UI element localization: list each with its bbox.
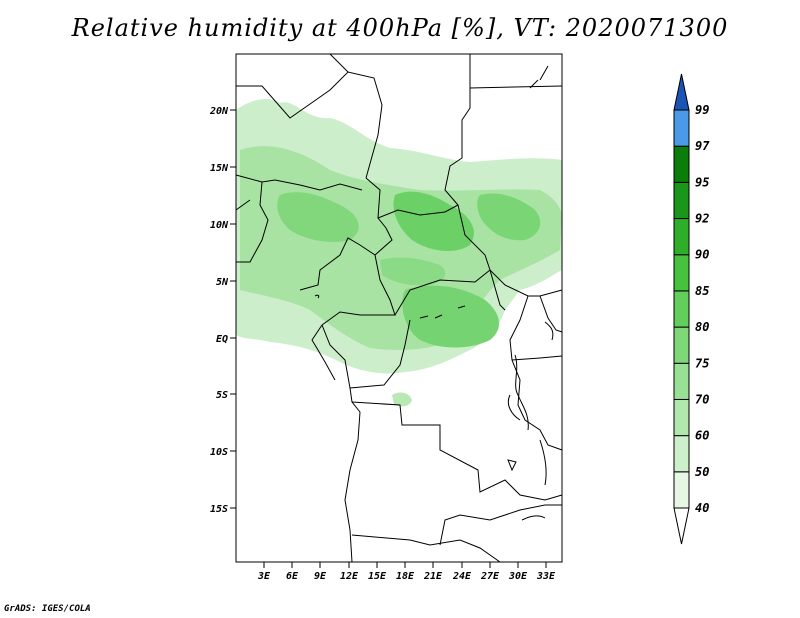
lat-tick-label: 10S [210, 447, 228, 458]
colorbar-segment [673, 435, 690, 473]
colorbar-segment [673, 254, 690, 292]
lat-tick-label: 15N [210, 163, 229, 174]
lon-tick-label: 33E [536, 571, 556, 582]
colorbar-segment [673, 362, 690, 400]
map-frame [235, 53, 563, 563]
lat-tick-label: 5S [216, 390, 228, 401]
colorbar-label: 95 [695, 175, 709, 189]
colorbar-label: 99 [695, 103, 709, 117]
lon-tick-label: 3E [257, 571, 271, 582]
colorbar-label: 85 [695, 284, 709, 298]
colorbar-label: 70 [695, 392, 709, 406]
lon-tick-label: 24E [452, 571, 472, 582]
lon-tick-label: 9E [314, 571, 327, 582]
colorbar-label: 92 [695, 212, 709, 226]
colorbar-label: 80 [695, 320, 709, 334]
humidity-field [236, 99, 562, 407]
lat-tick-labels: 20N 15N 10N 5N EQ 5S 10S 15S [209, 106, 229, 515]
lon-tick-label: 15E [368, 571, 387, 582]
colorbar-segment [673, 290, 690, 328]
colorbar-label: 50 [695, 465, 709, 479]
colorbar-segment [673, 398, 690, 437]
colorbar-label: 75 [695, 356, 709, 370]
lat-tick-label: 15S [210, 504, 228, 515]
colorbar-label: 60 [695, 429, 709, 443]
lon-ticks [263, 562, 547, 568]
lat-tick-label: 20N [209, 106, 229, 117]
credit-text: GrADS: IGES/COLA [4, 604, 91, 614]
colorbar: 40 50 60 70 75 80 85 90 92 95 97 99 [673, 73, 710, 545]
colorbar-label: 90 [695, 248, 709, 262]
colorbar-segment [673, 218, 690, 256]
humidity-region-core-east [477, 193, 541, 241]
colorbar-over-triangle [673, 73, 690, 111]
humidity-patch-south [392, 392, 412, 407]
colorbar-segment [673, 109, 690, 147]
lon-tick-label: 27E [480, 571, 500, 582]
lon-tick-label: 30E [508, 571, 528, 582]
humidity-region-core-center [393, 191, 474, 252]
lat-tick-label: EQ [216, 334, 228, 345]
lon-tick-labels: 3E 6E 9E 12E 15E 18E 21E 24E 27E 30E 33E [257, 571, 556, 582]
lat-ticks [230, 109, 236, 509]
lon-tick-label: 6E [286, 571, 299, 582]
colorbar-segment [673, 181, 690, 220]
humidity-region-nile [380, 257, 446, 286]
country-borders [235, 53, 563, 563]
colorbar-segment [673, 326, 690, 364]
colorbar-segment [673, 471, 690, 509]
humidity-region-core-west [277, 192, 359, 242]
lakes [314, 65, 554, 521]
colorbar-label: 40 [695, 501, 709, 515]
lat-tick-label: 10N [210, 220, 229, 231]
lon-tick-label: 21E [423, 571, 443, 582]
chart-title: Relative humidity at 400hPa [%], VT: 202… [71, 14, 729, 42]
colorbar-under-triangle [673, 507, 690, 545]
humidity-region-south-center [402, 285, 500, 348]
colorbar-label: 97 [695, 139, 710, 153]
lon-tick-label: 12E [340, 571, 359, 582]
lon-tick-label: 18E [396, 571, 415, 582]
colorbar-segment [673, 145, 690, 183]
lat-tick-label: 5N [216, 277, 229, 288]
